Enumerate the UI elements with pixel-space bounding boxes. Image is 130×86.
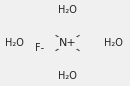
Text: H₂O: H₂O [58,5,77,15]
Text: H₂O: H₂O [5,38,24,48]
Text: H₂O: H₂O [58,71,77,81]
Text: F-: F- [35,43,44,53]
Text: N+: N+ [59,38,76,48]
Text: H₂O: H₂O [104,38,123,48]
